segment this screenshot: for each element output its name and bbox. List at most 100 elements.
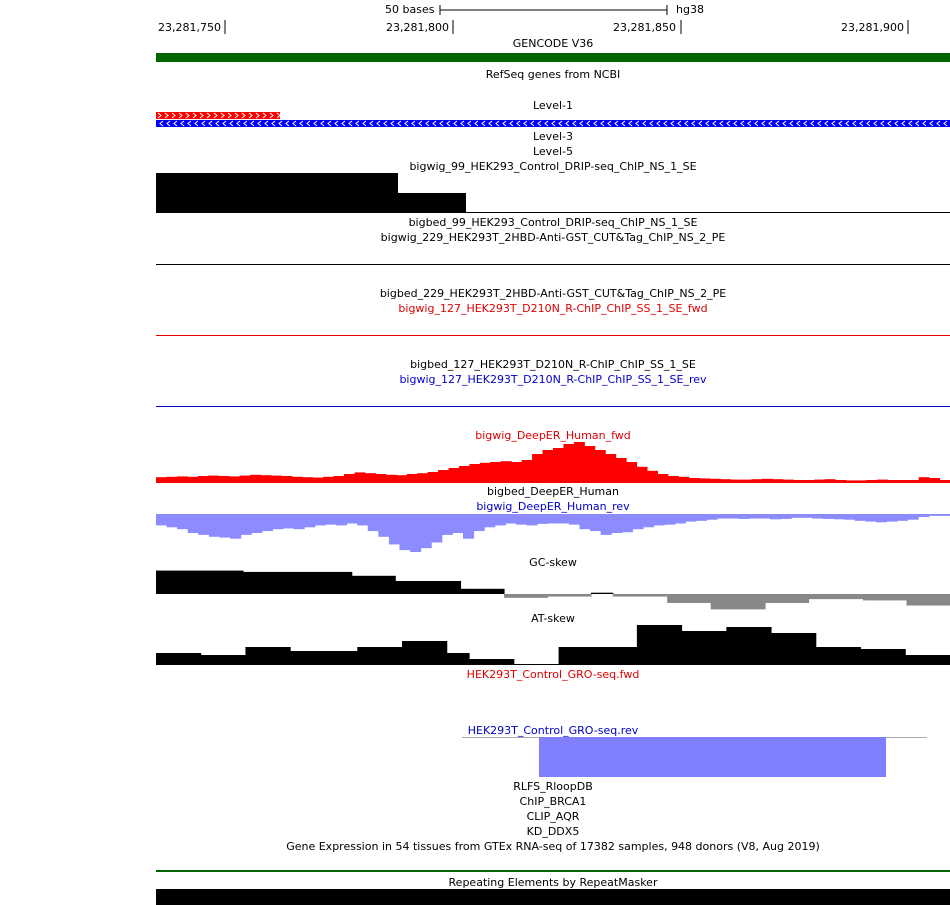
gc-skew-pos-bar	[264, 571, 277, 594]
gencode-feature-bar[interactable]	[156, 53, 950, 62]
rev-chevron	[397, 120, 402, 127]
gc-skew-pos-bar	[373, 575, 385, 594]
deeper-fwd-bar	[824, 479, 836, 482]
track-label-gc-skew[interactable]: GC-skew	[529, 556, 577, 569]
track-label-gencode[interactable]: GENCODE V36	[512, 37, 594, 50]
track-label-bigwig-229[interactable]: bigwig_229_HEK293T_2HBD-Anti-GST_CUT&Tag…	[380, 231, 726, 244]
deeper-rev-bar	[886, 514, 898, 522]
rev-chevron	[810, 120, 815, 127]
track-label-gro-rev[interactable]: HEK293T_Control_GRO-seq.rev	[467, 724, 639, 737]
deeper-rev-bar	[156, 514, 168, 526]
at-skew-bar	[703, 631, 716, 665]
deeper-rev-bar	[494, 514, 506, 526]
deeper-fwd-bar	[636, 466, 648, 482]
at-skew-bar	[178, 653, 191, 665]
rev-chevron	[474, 120, 479, 127]
rev-chevron	[355, 120, 360, 127]
track-label-gtex[interactable]: Gene Expression in 54 tissues from GTEx …	[286, 840, 820, 853]
track-label-deeper-fwd[interactable]: bigwig_DeepER_Human_fwd	[475, 429, 631, 442]
track-label-level-3[interactable]: Level-3	[532, 130, 573, 143]
track-label-bigwig-127-fwd[interactable]: bigwig_127_HEK293T_D210N_R-ChIP_ChIP_SS_…	[398, 302, 708, 315]
deeper-rev-bar	[304, 514, 316, 528]
track-label-level-1[interactable]: Level-1	[532, 99, 573, 112]
track-label-level-5[interactable]: Level-5	[532, 145, 573, 158]
track-label-kd-ddx5[interactable]: KD_DDX5	[526, 825, 580, 838]
gc-skew-neg-bar	[754, 594, 766, 610]
deeper-fwd-bar	[814, 479, 826, 482]
track-label-clip-aqr[interactable]: CLIP_AQR	[526, 810, 580, 823]
rev-chevron	[642, 120, 647, 127]
rev-chevron	[817, 120, 822, 127]
repeatmasker-feature-bar[interactable]	[156, 889, 950, 905]
deeper-rev-bar	[685, 514, 697, 522]
track-label-chip-brca1[interactable]: ChIP_BRCA1	[519, 795, 587, 808]
deeper-rev-bar	[748, 514, 760, 519]
deeper-rev-bar	[695, 514, 708, 521]
rev-chevron	[418, 120, 423, 127]
at-skew-bar	[871, 649, 884, 665]
track-label-deeper-bed[interactable]: bigbed_DeepER_Human	[486, 485, 619, 498]
gc-skew-neg-bar	[645, 594, 657, 597]
gc-skew-neg-bar	[775, 594, 788, 603]
deeper-rev-bar	[928, 514, 940, 516]
at-skew-bar	[759, 627, 772, 665]
rev-chevron	[544, 120, 549, 127]
track-label-bigwig-99[interactable]: bigwig_99_HEK293_Control_DRIP-seq_ChIP_N…	[409, 160, 697, 173]
gc-skew-neg-bar	[656, 594, 668, 597]
at-skew-bar	[938, 655, 950, 665]
rev-chevron	[621, 120, 626, 127]
deeper-rev-signal[interactable]	[156, 514, 950, 552]
at-skew-signal[interactable]	[156, 625, 950, 665]
deeper-fwd-bar	[156, 477, 167, 482]
fwd-chevron	[157, 112, 162, 119]
level-1-features[interactable]	[156, 112, 950, 127]
deeper-rev-bar	[230, 514, 242, 539]
at-skew-bar	[525, 664, 537, 665]
track-label-gro-fwd[interactable]: HEK293T_Control_GRO-seq.fwd	[466, 668, 640, 681]
gc-skew-pos-bar	[232, 570, 244, 594]
gc-skew-pos-bar	[286, 571, 298, 594]
track-label-deeper-rev[interactable]: bigwig_DeepER_Human_rev	[476, 500, 630, 513]
track-label-bigbed-127[interactable]: bigbed_127_HEK293T_D210N_R-ChIP_ChIP_SS_…	[410, 358, 696, 371]
rev-chevron	[866, 120, 871, 127]
deeper-rev-bar	[187, 514, 199, 533]
track-label-rlfs[interactable]: RLFS_RloopDB	[513, 780, 593, 793]
track-label-bigbed-229[interactable]: bigbed_229_HEK293T_2HBD-Anti-GST_CUT&Tag…	[379, 287, 727, 300]
deeper-fwd-bar	[803, 480, 815, 482]
deeper-fwd-signal[interactable]	[156, 442, 950, 482]
rev-chevron	[719, 120, 724, 127]
gc-skew-neg-bar	[895, 594, 907, 601]
fwd-chevron	[262, 112, 267, 119]
track-label-bigwig-127-rev[interactable]: bigwig_127_HEK293T_D210N_R-ChIP_ChIP_SS_…	[399, 373, 707, 386]
gc-skew-pos-bar	[427, 581, 440, 594]
gc-skew-neg-bar	[819, 594, 831, 600]
deeper-rev-bar	[600, 514, 612, 535]
bigwig-99-signal[interactable]	[156, 173, 950, 213]
deeper-fwd-bar	[260, 475, 272, 482]
deeper-rev-bar	[272, 514, 284, 530]
gc-skew-neg-bar	[514, 594, 527, 598]
deeper-rev-bar	[822, 514, 835, 519]
fwd-chevron	[234, 112, 239, 119]
at-skew-bar	[894, 649, 906, 665]
gc-skew-pos-bar	[166, 570, 179, 594]
track-label-repeatmasker[interactable]: Repeating Elements by RepeatMasker	[448, 876, 658, 889]
level-1-rev-exon[interactable]	[156, 120, 950, 127]
gc-skew-neg-bar	[797, 594, 810, 603]
deeper-rev-bar	[505, 514, 517, 524]
rev-chevron	[761, 120, 766, 127]
deeper-rev-bar	[621, 514, 633, 533]
track-label-bigbed-99[interactable]: bigbed_99_HEK293_Control_DRIP-seq_ChIP_N…	[408, 216, 698, 229]
rev-chevron	[894, 120, 899, 127]
rev-chevron	[467, 120, 472, 127]
rev-chevron	[859, 120, 864, 127]
track-label-refseq[interactable]: RefSeq genes from NCBI	[485, 68, 621, 81]
level-1-fwd-exon[interactable]	[156, 112, 280, 119]
gro-seq-rev-signal[interactable]	[462, 737, 927, 777]
rev-chevron	[929, 120, 934, 127]
rev-chevron	[488, 120, 493, 127]
gc-skew-signal[interactable]	[156, 570, 950, 610]
rev-chevron	[901, 120, 906, 127]
rev-chevron	[250, 120, 255, 127]
track-label-at-skew[interactable]: AT-skew	[531, 612, 575, 625]
